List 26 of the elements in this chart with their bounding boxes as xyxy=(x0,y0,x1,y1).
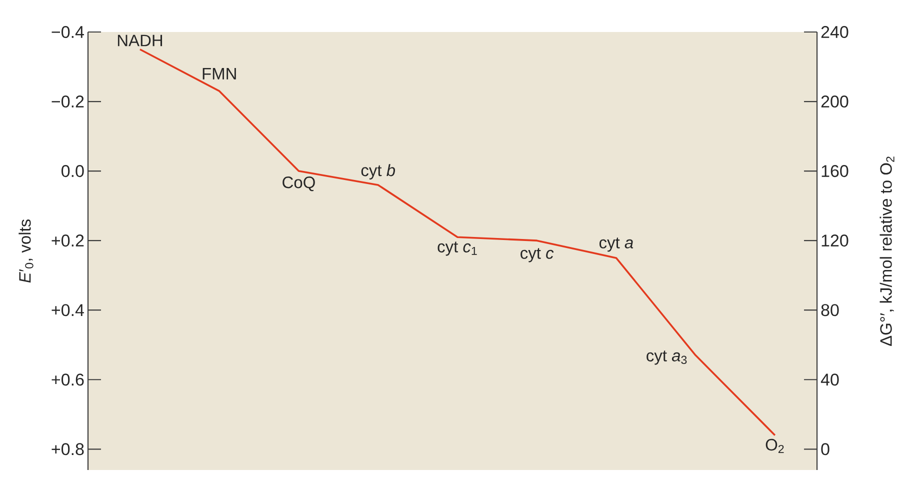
y-tick-label: −0.2 xyxy=(52,96,84,108)
line-series xyxy=(139,48,776,436)
y-tick-label: +0.4 xyxy=(52,304,84,316)
y-tick-label: +0.2 xyxy=(52,234,84,247)
y2-tick-label: 200 xyxy=(821,95,848,108)
y2-tick-label: 40 xyxy=(820,374,839,386)
x-tick-label: O$_{2}$ xyxy=(766,438,784,454)
x-tick-label: cyt b xyxy=(361,164,396,180)
y2-tick-label: 160 xyxy=(822,165,848,178)
y-tick-label: −0.4 xyxy=(52,26,84,38)
y-tick-label: 0.0 xyxy=(62,165,84,178)
y2-tick-label: 0 xyxy=(821,443,830,456)
x-tick-label: cyt c xyxy=(520,248,554,262)
y-tick-label: +0.8 xyxy=(52,443,84,456)
x-tick-label: FMN xyxy=(202,68,236,80)
x-tick-label: NADH xyxy=(118,34,162,46)
x-tick-label: cyt a xyxy=(599,238,634,252)
y-tick-label: +0.6 xyxy=(52,374,84,386)
y2-tick-label: 240 xyxy=(821,26,848,38)
y2-tick-label: 80 xyxy=(821,304,839,316)
y2-axis-title: ΔG°′, kJ/mol relative to O$_{2}$ xyxy=(880,156,894,346)
y-axis-title: E′$_{0}$, volts xyxy=(18,219,34,283)
x-tick-label: CoQ xyxy=(282,176,315,192)
x-tick-label: cyt a$_{3}$ xyxy=(646,350,687,365)
y2-tick-label: 120 xyxy=(822,234,848,247)
x-tick-label: cyt c$_{1}$ xyxy=(438,242,477,256)
